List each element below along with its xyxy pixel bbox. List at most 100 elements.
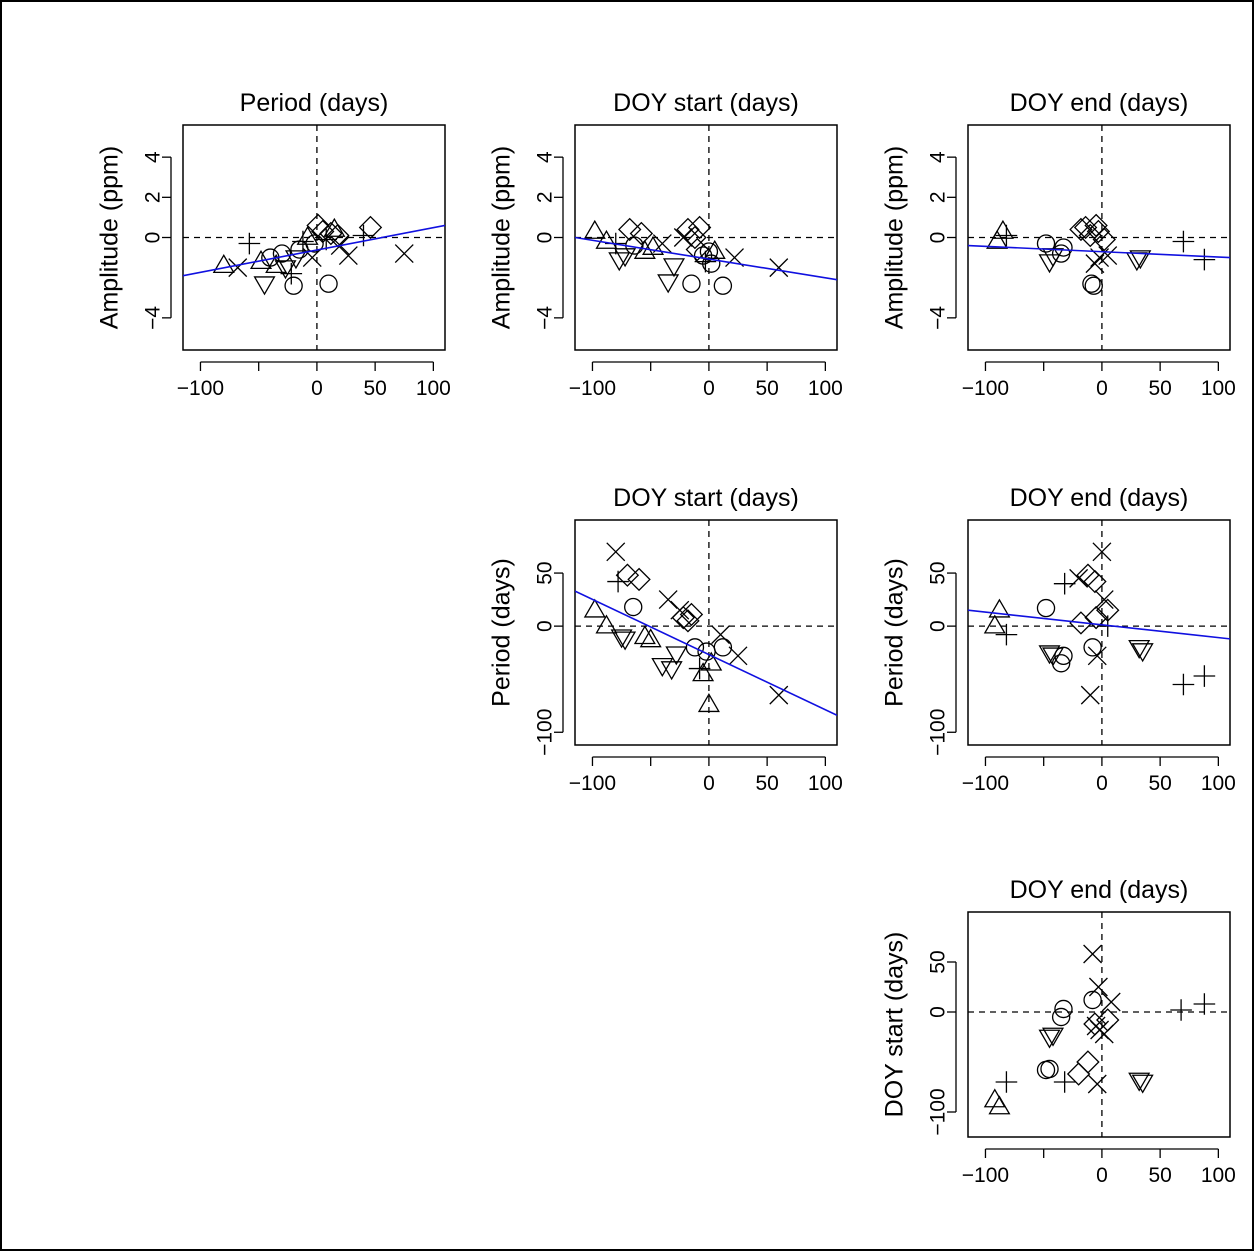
panel-4-point-triangle (700, 651, 723, 671)
panel-5-point-cross (1087, 646, 1107, 666)
panel-6-point-circle (1083, 990, 1102, 1010)
panel-6-point-cross (1083, 944, 1103, 964)
panel-4-point-circle (624, 597, 643, 617)
panel-1-point-triangle-down (253, 276, 276, 296)
panel-3-point-diamond (1086, 219, 1111, 244)
panel-2-y-axis-title: Amplitude (ppm) (488, 146, 516, 329)
panel-3-point-circle (1084, 276, 1103, 295)
panel-1-point-diamond (319, 221, 343, 246)
panel-2-point-triangle (595, 229, 618, 249)
panel-2-x-tick-label: 50 (755, 377, 778, 400)
panel-3-y-tick-label: 0 (927, 232, 950, 244)
panel-2-point-triangle (583, 219, 606, 239)
panel-5-plot-area (968, 542, 1230, 705)
panel-5-fit-line (968, 609, 1230, 640)
panel-5-x-tick-label: 100 (1201, 772, 1236, 795)
panel-6-point-diamond (1076, 1050, 1100, 1074)
panel-5-y-tick-label: −100 (927, 709, 950, 756)
panel-6-point-triangle-down (1131, 1074, 1154, 1094)
panel-1-point-circle (284, 276, 303, 295)
panel-2-point-diamond (687, 215, 712, 240)
panel-6-title: DOY end (days) (1010, 876, 1189, 904)
panel-2-y-tick-label: 4 (534, 151, 557, 163)
panel-2-plot-area (575, 215, 837, 295)
panel-3-y-tick-label: −4 (927, 306, 950, 330)
panel-3-point-triangle (986, 229, 1009, 249)
panel-1-point-diamond (358, 215, 383, 240)
panel-1-x-tick-label: 100 (416, 377, 451, 400)
panel-2-point-circle (682, 274, 701, 293)
panel-6-y-tick-label: 0 (927, 1006, 950, 1018)
panel-3-y-axis-title: Amplitude (ppm) (881, 146, 909, 329)
panel-5-point-diamond (1083, 569, 1107, 594)
panel-6-plot-area (983, 944, 1216, 1115)
panel-5-point-plus (1193, 665, 1216, 687)
panel-1-point-cross (228, 258, 248, 278)
panel-5-x-tick-label: 50 (1148, 772, 1171, 795)
panel-1-point-triangle (323, 217, 346, 237)
panel-2-x-tick-label: 100 (808, 377, 843, 400)
panel-2-title: DOY start (days) (613, 89, 799, 117)
panel-5-point-cross (1092, 542, 1112, 562)
panel-4-x-tick-label: −100 (569, 772, 616, 795)
panel-3-y-tick-label: 4 (927, 151, 950, 163)
panel-3-point-plus (995, 224, 1018, 247)
panel-5-point-triangle-down (1041, 647, 1065, 667)
panel-3-point-plus (1193, 248, 1216, 271)
panel-1-point-cross (394, 244, 414, 264)
panel-4-point-triangle (633, 625, 656, 645)
panel-3-point-diamond (1073, 215, 1098, 240)
panel-4-point-diamond (676, 609, 700, 633)
panel-3-point-diamond (1069, 217, 1093, 242)
panel-1-x-tick-label: −100 (177, 377, 224, 400)
panel-1: −100 0 50 100 −4 0 2 4 Amplitude (ppm) Period (da… (96, 89, 451, 400)
panel-2-fit-line (575, 236, 837, 281)
panel-2-point-triangle-down (657, 274, 680, 294)
panel-5-point-diamond (1084, 605, 1108, 630)
panel-1-x-tick-label: 0 (311, 377, 323, 400)
panel-6-frame (967, 911, 1231, 1138)
panel-3-x-tick-label: 0 (1096, 377, 1108, 400)
panel-3-title: DOY end (days) (1010, 89, 1189, 117)
panel-5-point-circle (1083, 638, 1102, 657)
panel-2-point-triangle (641, 235, 665, 255)
panel-6-point-circle (1051, 1007, 1071, 1027)
panel-2-point-diamond (685, 237, 709, 262)
panel-2-point-circle (702, 254, 721, 273)
panel-4-point-diamond (679, 602, 704, 627)
panel-4-x-tick-label: 100 (808, 772, 843, 795)
panel-6-point-plus (995, 1071, 1018, 1093)
panel-3-point-circle (1082, 274, 1101, 293)
panel-5-point-cross (1080, 685, 1100, 705)
panel-1-point-triangle-down (284, 250, 307, 270)
panel-2-point-diamond (683, 225, 707, 250)
panels-group: −100 0 50 100 −4 0 2 4 Amplitude (ppm) Period (da… (96, 89, 1236, 1187)
panel-5-point-cross (1069, 568, 1089, 588)
panel-2-point-triangle-down (608, 252, 631, 272)
panel-5-point-circle (1051, 654, 1071, 673)
panel-2-x-tick-label: −100 (569, 377, 616, 400)
panel-2-point-diamond (676, 217, 700, 242)
panel-6-x-tick-label: 50 (1148, 1164, 1171, 1187)
panel-4: −100 0 50 100 −100 0 50 Period (days) DOY start … (488, 484, 843, 795)
panel-5-point-circle (1054, 646, 1073, 666)
panel-2-point-diamond (618, 217, 642, 242)
panel-1-point-plus (352, 224, 375, 247)
panel-4-point-triangle (692, 662, 715, 682)
panel-2-y-tick-label: 2 (534, 191, 557, 203)
panel-2-point-diamond (629, 221, 654, 246)
panel-4-y-tick-label: 0 (534, 620, 557, 632)
panel-4-y-tick-label: −100 (534, 709, 557, 756)
panel-6-point-cross (1101, 992, 1121, 1012)
panel-6: −100 0 50 100 −100 0 50 DOY start (days) DOY end… (881, 876, 1236, 1187)
panel-6-x-tick-label: 0 (1096, 1164, 1108, 1187)
panel-4-point-cross (711, 625, 731, 645)
panel-4-point-triangle-down (651, 658, 674, 678)
panel-1-point-diamond (306, 213, 330, 238)
panel-1-y-tick-label: 4 (142, 151, 165, 163)
panel-2-y-tick-label: −4 (534, 306, 557, 330)
panel-5-x-tick-label: −100 (962, 772, 1009, 795)
panel-3-x-tick-label: 50 (1148, 377, 1171, 400)
panel-2-point-cross (652, 234, 672, 253)
